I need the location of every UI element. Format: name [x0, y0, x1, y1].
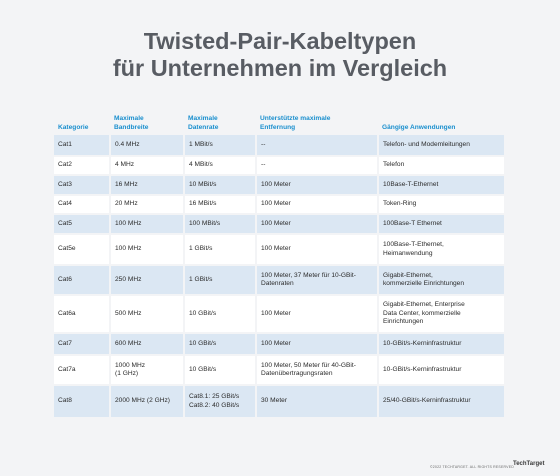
table-row: Cat4 20 MHz 16 MBit/s 100 Meter Token-Ri… — [54, 195, 504, 214]
cell-anwendung: Telefon — [378, 156, 504, 175]
cell-datenrate: 100 MBit/s — [184, 214, 257, 234]
cell-anwendung: 100Base-T-Ethernet, Heimanwendung — [378, 234, 504, 265]
cell-bandbreite: 600 MHz — [110, 333, 185, 355]
cell-kategorie: Cat5e — [54, 234, 111, 265]
cell-datenrate: 10 GBit/s — [184, 295, 257, 333]
cell-entfernung: 30 Meter — [256, 385, 379, 418]
table-row: Cat2 4 MHz 4 MBit/s -- Telefon — [54, 156, 504, 175]
cell-anwendung: Token-Ring — [378, 195, 504, 214]
cell-kategorie: Cat4 — [54, 195, 111, 214]
table-row: Cat7a 1000 MHz (1 GHz) 10 GBit/s 100 Mete… — [54, 355, 504, 385]
header-entfernung: Unterstützte maximale Entfernung — [260, 115, 331, 131]
cell-kategorie: Cat6a — [54, 295, 111, 333]
cell-anwendung: 25/40-GBit/s-Kerninfrastruktur — [378, 385, 504, 418]
cell-kategorie: Cat1 — [54, 135, 111, 156]
page-title: Twisted-Pair-Kabeltypen für Unternehmen … — [0, 28, 560, 82]
cell-datenrate: 16 MBit/s — [184, 195, 257, 214]
cell-kategorie: Cat7a — [54, 355, 111, 385]
cell-kategorie: Cat5 — [54, 214, 111, 234]
cell-entfernung: -- — [256, 156, 379, 175]
cell-anwendung: 10-GBit/s-Kerninfrastruktur — [378, 355, 504, 385]
cell-bandbreite: 250 MHz — [110, 265, 185, 295]
cell-entfernung: 100 Meter, 50 Meter für 40-GBit- Datenübe… — [256, 355, 379, 385]
cell-anwendung: 100Base-T Ethernet — [378, 214, 504, 234]
table-row: Cat1 0.4 MHz 1 MBit/s -- Telefon- und Mo… — [54, 135, 504, 156]
cell-datenrate: 10 MBit/s — [184, 175, 257, 195]
cell-bandbreite: 16 MHz — [110, 175, 185, 195]
header-anwendungen: Gängige Anwendungen — [382, 124, 456, 131]
comparison-table: Kategorie Maximale Bandbreite Maximale Dat… — [54, 109, 504, 419]
cell-entfernung: 100 Meter — [256, 234, 379, 265]
title-line-2: für Unternehmen im Vergleich — [112, 55, 448, 81]
table-row: Cat8 2000 MHz (2 GHz) Cat8.1: 25 GBit/s C… — [54, 385, 504, 418]
table-row: Cat5 100 MHz 100 MBit/s 100 Meter 100Bas… — [54, 214, 504, 234]
cell-entfernung: 100 Meter — [256, 295, 379, 333]
cell-anwendung: 10-GBit/s-Kerninfrastruktur — [378, 333, 504, 355]
cell-entfernung: 100 Meter — [256, 333, 379, 355]
table-header-row: Kategorie Maximale Bandbreite Maximale Dat… — [54, 109, 504, 135]
cell-kategorie: Cat3 — [54, 175, 111, 195]
techtarget-logo: TechTarget — [513, 461, 545, 467]
cell-datenrate: Cat8.1: 25 GBit/s Cat8.2: 40 GBit/s — [184, 385, 257, 418]
cell-entfernung: 100 Meter — [256, 214, 379, 234]
cell-datenrate: 4 MBit/s — [184, 156, 257, 175]
table-row: Cat5e 100 MHz 1 GBit/s 100 Meter 100Base… — [54, 234, 504, 265]
cell-bandbreite: 20 MHz — [110, 195, 185, 214]
table-row: Cat6a 500 MHz 10 GBit/s 100 Meter Gigabi… — [54, 295, 504, 333]
cell-bandbreite: 100 MHz — [110, 234, 185, 265]
copyright-note: ©2022 TECHTARGET. ALL RIGHTS RESERVED — [430, 465, 514, 469]
cell-datenrate: 1 GBit/s — [184, 265, 257, 295]
cell-anwendung: Telefon- und Modemleitungen — [378, 135, 504, 156]
cell-kategorie: Cat8 — [54, 385, 111, 418]
cell-kategorie: Cat7 — [54, 333, 111, 355]
cell-datenrate: 10 GBit/s — [184, 355, 257, 385]
cell-bandbreite: 500 MHz — [110, 295, 185, 333]
cell-entfernung: -- — [256, 135, 379, 156]
cell-bandbreite: 100 MHz — [110, 214, 185, 234]
cell-kategorie: Cat6 — [54, 265, 111, 295]
cell-anwendung: 10Base-T-Ethernet — [378, 175, 504, 195]
cell-bandbreite: 0.4 MHz — [110, 135, 185, 156]
table-row: Cat6 250 MHz 1 GBit/s 100 Meter, 37 Mete… — [54, 265, 504, 295]
cell-datenrate: 1 GBit/s — [184, 234, 257, 265]
cell-kategorie: Cat2 — [54, 156, 111, 175]
header-datenrate: Maximale Datenrate — [188, 115, 219, 131]
header-bandbreite: Maximale Bandbreite — [114, 115, 149, 131]
table-row: Cat3 16 MHz 10 MBit/s 100 Meter 10Base-T… — [54, 175, 504, 195]
cell-bandbreite: 1000 MHz (1 GHz) — [110, 355, 185, 385]
cell-anwendung: Gigabit-Ethernet, Enterprise Data Center,… — [378, 295, 504, 333]
cell-datenrate: 1 MBit/s — [184, 135, 257, 156]
title-line-1: Twisted-Pair-Kabeltypen — [143, 28, 417, 54]
comparison-table-wrapper: Kategorie Maximale Bandbreite Maximale Dat… — [54, 109, 504, 419]
cell-bandbreite: 2000 MHz (2 GHz) — [110, 385, 185, 418]
cell-datenrate: 10 GBit/s — [184, 333, 257, 355]
cell-entfernung: 100 Meter, 37 Meter für 10-GBit- Datenrat… — [256, 265, 379, 295]
cell-bandbreite: 4 MHz — [110, 156, 185, 175]
cell-anwendung: Gigabit-Ethernet, kommerzielle Einrichtun… — [378, 265, 504, 295]
cell-entfernung: 100 Meter — [256, 175, 379, 195]
table-row: Cat7 600 MHz 10 GBit/s 100 Meter 10-GBit… — [54, 333, 504, 355]
cell-entfernung: 100 Meter — [256, 195, 379, 214]
header-kategorie: Kategorie — [58, 124, 89, 131]
